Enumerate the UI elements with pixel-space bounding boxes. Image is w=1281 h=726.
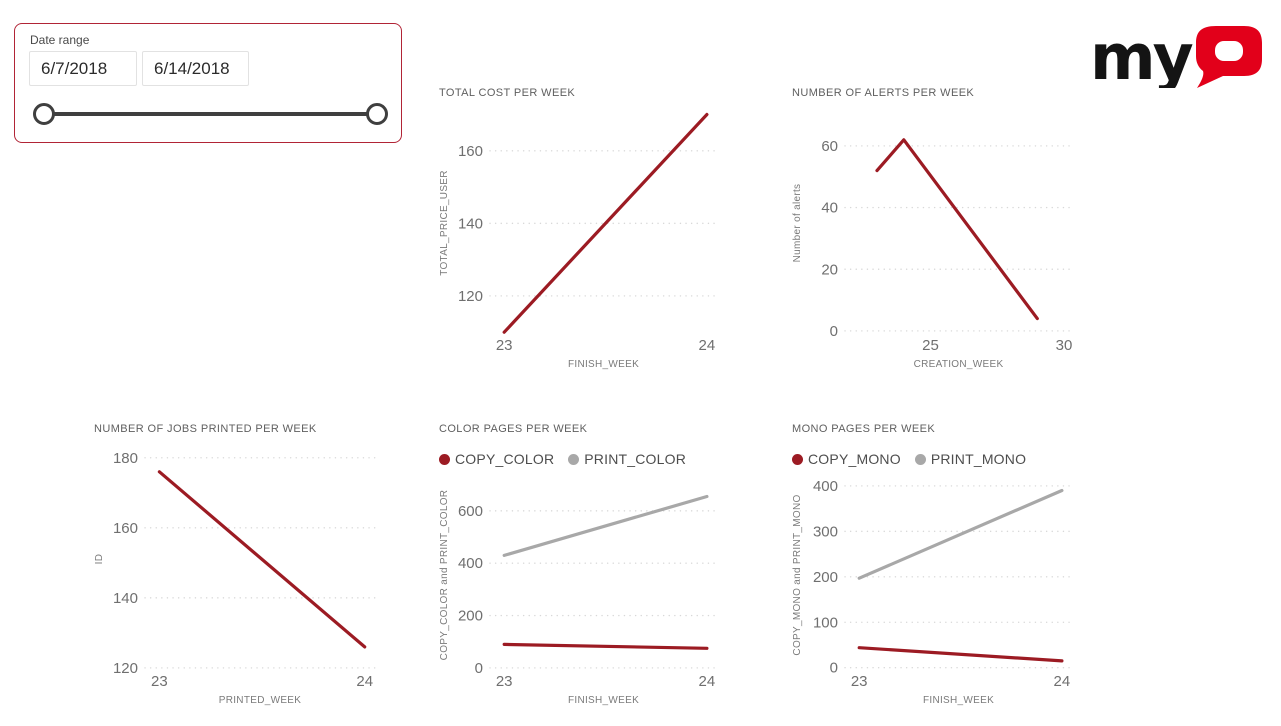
y-axis-title: TOTAL_PRICE_USER: [439, 170, 450, 276]
x-axis-title: PRINTED_WEEK: [219, 695, 302, 706]
chart-title: TOTAL COST PER WEEK: [439, 87, 576, 99]
legend-label: PRINT_COLOR: [584, 451, 687, 467]
y-tick-label: 40: [821, 200, 838, 217]
y-tick-label: 300: [813, 523, 838, 540]
x-axis-title: CREATION_WEEK: [914, 359, 1004, 370]
chart-title: MONO PAGES PER WEEK: [792, 423, 936, 435]
date-end-input[interactable]: [142, 51, 249, 86]
chart-number-of-alerts-per-week[interactable]: NUMBER OF ALERTS PER WEEK 0 20 40 60 25 30 CRE…: [790, 84, 1080, 380]
y-tick-label: 0: [475, 660, 483, 677]
myq-logo: my: [1090, 21, 1267, 94]
series-line-print-mono[interactable]: [857, 488, 1064, 580]
y-tick-label: 120: [458, 288, 483, 305]
x-axis-title: FINISH_WEEK: [568, 359, 639, 370]
series-line-total-price-user[interactable]: [502, 112, 709, 334]
y-tick-label: 0: [830, 660, 838, 677]
y-tick-label: 160: [113, 520, 138, 537]
legend-item-print-color[interactable]: PRINT_COLOR: [568, 450, 686, 468]
chart-title: NUMBER OF JOBS PRINTED PER WEEK: [94, 423, 317, 435]
x-tick-label: 23: [851, 673, 868, 690]
slider-handle-start[interactable]: [33, 103, 55, 125]
legend-item-copy-color[interactable]: COPY_COLOR: [439, 450, 554, 468]
x-axis-title: FINISH_WEEK: [568, 695, 639, 706]
legend-label: PRINT_MONO: [930, 451, 1027, 467]
y-axis-title: COPY_MONO and PRINT_MONO: [792, 494, 803, 655]
y-tick-label: 100: [813, 614, 838, 631]
chart-number-of-jobs-printed-per-week[interactable]: NUMBER OF JOBS PRINTED PER WEEK 120 140 16…: [92, 420, 404, 716]
chart-total-cost-per-week[interactable]: TOTAL COST PER WEEK 120 140 160 23 24 FINISH_…: [437, 84, 740, 380]
slicer-label: Date range: [30, 33, 90, 47]
chart-plot: 0 100 200 300 400 23 24 FINISH_WEEK COPY_MONO an…: [792, 478, 1073, 706]
series-line-print-color[interactable]: [502, 494, 709, 558]
y-tick-label: 180: [113, 450, 138, 467]
slider-track[interactable]: [44, 112, 377, 116]
y-tick-label: 140: [113, 590, 138, 607]
legend-marker-icon: [792, 453, 803, 465]
x-tick-label: 23: [496, 673, 513, 690]
y-tick-label: 400: [458, 555, 483, 572]
chart-plot: 120 140 160 23 24 FINISH_WEEK TOTAL_PRICE_USER: [439, 112, 718, 370]
legend-item-print-mono[interactable]: PRINT_MONO: [914, 450, 1027, 468]
x-tick-label: 25: [922, 337, 939, 354]
logo-text-my: my: [1092, 24, 1193, 88]
chart-plot: 120 140 160 180 23 24 PRINTED_WEEK ID: [94, 450, 376, 706]
y-axis-title: ID: [94, 554, 105, 565]
y-tick-label: 160: [458, 143, 483, 160]
logo-letter-q-icon: [1196, 26, 1262, 88]
myq-logo-svg: my: [1090, 21, 1262, 94]
y-tick-label: 20: [821, 261, 838, 278]
chart-plot: 0 20 40 60 25 30 CREATION_WEEK Number of alerts: [792, 138, 1073, 370]
legend-item-copy-mono[interactable]: COPY_MONO: [792, 450, 901, 468]
y-tick-label: 200: [813, 569, 838, 586]
series-line-id[interactable]: [157, 470, 367, 649]
legend-marker-icon: [914, 453, 926, 465]
series-line-copy-mono[interactable]: [857, 646, 1064, 663]
x-axis-title: FINISH_WEEK: [923, 695, 994, 706]
chart-title: COLOR PAGES PER WEEK: [439, 423, 588, 435]
y-tick-label: 400: [813, 478, 838, 495]
y-axis-title: COPY_COLOR and PRINT_COLOR: [439, 490, 450, 661]
y-axis-title: Number of alerts: [792, 184, 803, 263]
x-tick-label: 24: [356, 673, 373, 690]
date-start-input[interactable]: [29, 51, 137, 86]
y-tick-label: 200: [458, 608, 483, 625]
y-tick-label: 0: [830, 323, 838, 340]
legend-label: COPY_COLOR: [455, 451, 555, 467]
date-range-slider[interactable]: [15, 94, 403, 134]
y-tick-label: 60: [821, 138, 838, 155]
x-tick-label: 24: [699, 673, 716, 690]
chart-legend: COPY_COLOR PRINT_COLOR: [437, 438, 740, 468]
legend-marker-icon: [439, 453, 450, 465]
x-tick-label: 30: [1056, 337, 1073, 354]
x-tick-label: 24: [1054, 673, 1071, 690]
series-line-number-of-alerts[interactable]: [875, 138, 1039, 321]
x-tick-label: 23: [151, 673, 168, 690]
legend-marker-icon: [568, 453, 580, 465]
chart-color-pages-per-week[interactable]: COLOR PAGES PER WEEK COPY_COLOR PRINT_CO…: [437, 420, 740, 716]
y-tick-label: 120: [113, 660, 138, 677]
y-tick-label: 600: [458, 503, 483, 520]
chart-plot: 0 200 400 600 23 24 FINISH_WEEK COPY_COLOR and …: [439, 490, 718, 706]
date-range-slicer: Date range: [14, 23, 402, 143]
chart-title: NUMBER OF ALERTS PER WEEK: [792, 87, 975, 99]
slider-handle-end[interactable]: [366, 103, 388, 125]
legend-label: COPY_MONO: [808, 451, 901, 467]
y-tick-label: 140: [458, 215, 483, 232]
chart-mono-pages-per-week[interactable]: MONO PAGES PER WEEK COPY_MONO PRINT_MONO…: [790, 420, 1080, 716]
chart-legend: COPY_MONO PRINT_MONO: [790, 438, 1080, 468]
series-line-copy-color[interactable]: [502, 642, 709, 650]
x-tick-label: 24: [699, 337, 716, 354]
x-tick-label: 23: [496, 337, 513, 354]
